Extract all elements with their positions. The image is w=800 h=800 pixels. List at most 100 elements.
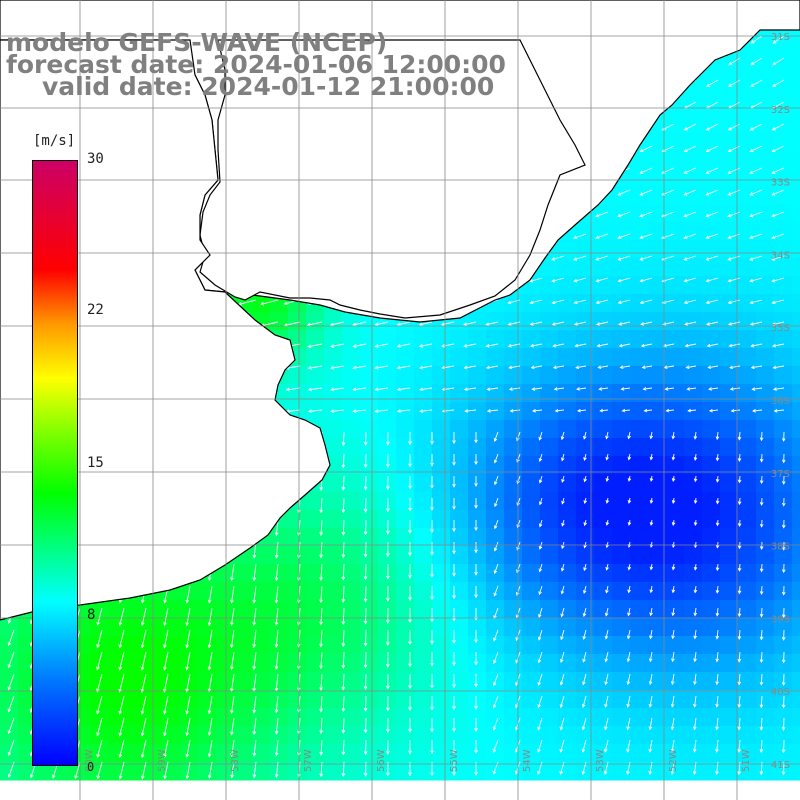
wind-arrow-head <box>363 772 368 777</box>
wind-cell <box>414 762 433 781</box>
wind-arrow-head <box>727 170 732 174</box>
wind-arrow-head <box>485 322 490 326</box>
wind-arrow-head <box>551 300 556 305</box>
wind-arrow-head <box>252 752 257 757</box>
wind-arrow-head <box>781 591 786 596</box>
wind-arrow-head <box>430 662 434 667</box>
wind-arrow-head <box>583 435 587 440</box>
wind-arrow-head <box>430 640 434 645</box>
wind-cell <box>738 96 757 115</box>
wind-cell <box>396 618 415 637</box>
wind-cell <box>180 672 199 691</box>
wind-arrow <box>694 585 697 593</box>
wind-arrow-head <box>641 365 646 370</box>
wind-arrow <box>709 409 719 412</box>
wind-cell <box>468 672 487 691</box>
wind-cell <box>522 402 541 421</box>
wind-cell <box>522 744 541 763</box>
wind-arrow <box>286 387 301 391</box>
wind-cell <box>630 276 649 295</box>
wind-cell <box>522 492 541 511</box>
wind-cell <box>702 330 721 349</box>
wind-cell <box>774 420 793 439</box>
wind-arrow <box>539 497 543 505</box>
wind-cell <box>540 456 559 475</box>
wind-arrow-head <box>599 408 604 413</box>
wind-cell <box>576 708 595 727</box>
wind-arrow-head <box>330 409 334 414</box>
wind-cell <box>666 618 685 637</box>
wind-arrow-head <box>750 61 755 66</box>
wind-arrow <box>141 695 147 714</box>
wind-arrow-head <box>230 710 234 714</box>
wind-arrow-head <box>737 658 742 663</box>
wind-cell <box>540 600 559 619</box>
wind-cell <box>108 618 127 637</box>
wind-arrow-head <box>492 770 497 775</box>
wind-arrow-head <box>772 387 777 391</box>
wind-cell <box>774 654 793 673</box>
wind-arrow-head <box>486 409 491 413</box>
wind-arrow-head <box>705 148 710 153</box>
wind-arrow-head <box>737 613 742 618</box>
wind-cell <box>378 618 397 637</box>
wind-cell <box>630 294 649 313</box>
wind-cell <box>126 636 145 655</box>
wind-cell <box>540 582 559 601</box>
wind-cell <box>792 582 800 601</box>
wind-cell <box>774 150 793 169</box>
wind-arrow-head <box>708 408 713 413</box>
wind-arrow-head <box>643 408 648 413</box>
wind-arrow <box>598 365 609 369</box>
wind-arrow-head <box>319 554 323 559</box>
wind-cell <box>306 582 325 601</box>
wind-arrow <box>672 651 675 662</box>
wind-cell <box>270 546 289 565</box>
wind-arrow <box>537 695 543 708</box>
wind-arrow-head <box>341 599 346 603</box>
wind-cell <box>576 330 595 349</box>
wind-arrow-head <box>684 322 689 326</box>
wind-arrow <box>538 607 543 618</box>
wind-cell <box>648 762 667 781</box>
lon-label-51W: 51W <box>741 749 752 772</box>
wind-arrow-head <box>507 322 512 326</box>
wind-arrow-head <box>529 300 534 305</box>
wind-arrow <box>538 673 543 686</box>
wind-arrow-head <box>463 322 468 326</box>
wind-arrow-head <box>230 577 234 582</box>
wind-cell <box>288 564 307 583</box>
wind-arrow <box>582 717 587 730</box>
wind-cell <box>648 564 667 583</box>
wind-cell <box>756 618 775 637</box>
wind-arrow <box>750 101 763 109</box>
wind-cell <box>774 528 793 547</box>
wind-cell <box>198 690 217 709</box>
wind-arrow <box>539 563 543 572</box>
wind-arrow <box>539 431 543 440</box>
wind-arrow <box>573 233 587 239</box>
wind-arrow <box>320 541 323 558</box>
wind-arrow-head <box>773 408 778 413</box>
wind-cell <box>378 384 397 403</box>
wind-cell <box>378 582 397 601</box>
wind-arrow <box>308 365 323 369</box>
wind-cell <box>252 762 271 781</box>
wind-arrow <box>595 233 609 239</box>
wind-cell <box>504 312 523 331</box>
wind-arrow-head <box>595 235 600 240</box>
wind-arrow <box>141 629 147 648</box>
wind-arrow-head <box>715 500 720 505</box>
wind-arrow-head <box>771 300 776 305</box>
wind-arrow <box>706 167 719 174</box>
wind-arrow-head <box>751 387 756 391</box>
wind-cell <box>720 474 739 493</box>
wind-arrow <box>231 673 235 692</box>
wind-arrow <box>771 233 785 239</box>
wind-cell <box>576 744 595 763</box>
wind-arrow <box>738 431 741 440</box>
wind-cell <box>684 618 703 637</box>
wind-cell <box>594 744 613 763</box>
wind-cell <box>630 168 649 187</box>
wind-cell <box>486 438 505 457</box>
